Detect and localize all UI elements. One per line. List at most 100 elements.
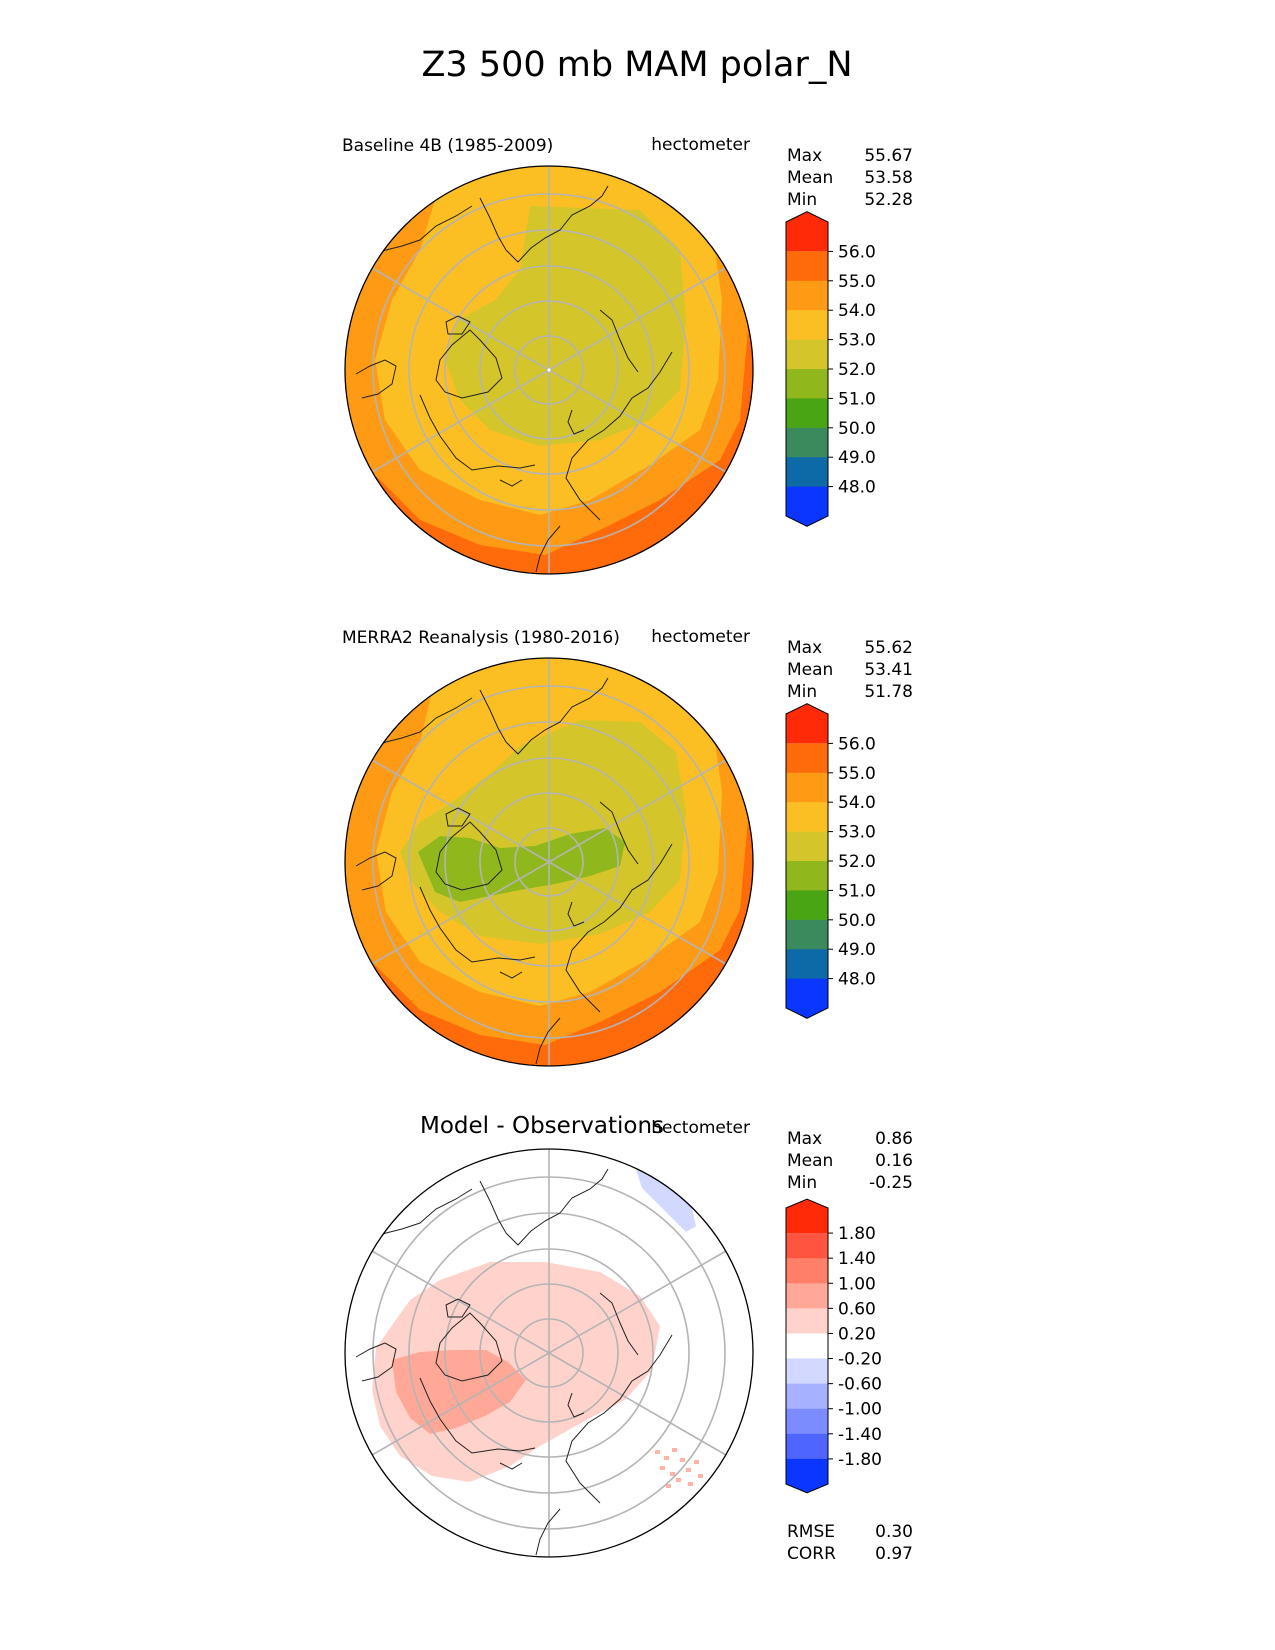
colorbar-tick-label: 54.0: [838, 301, 876, 321]
colorbar-swatch: [786, 486, 828, 527]
colorbar-tick-label: -1.80: [838, 1450, 882, 1470]
colorbar-tick-label: 51.0: [838, 389, 876, 409]
colorbar: 1.80 1.40 1.00 0.60 0.20 -0.20 -0.60 -1.00 -1.40…: [785, 1198, 882, 1494]
map-boundary: [344, 657, 754, 1067]
colorbar-tick-label: 49.0: [838, 448, 876, 468]
colorbar-swatch: [786, 772, 828, 803]
colorbar-swatch: [786, 310, 828, 341]
colorbar-tick-label: 0.60: [838, 1299, 876, 1319]
colorbar-tick-label: 48.0: [838, 478, 876, 498]
north-pole-marker: [547, 368, 551, 372]
graticule: [371, 166, 727, 574]
field-positive-speckle: [655, 1448, 703, 1488]
colorbar-tick-label: 53.0: [838, 823, 876, 843]
colorbar-outline: [785, 703, 829, 1019]
stats-block: Max 0.86 Mean 0.16 Min -0.25: [787, 1129, 913, 1193]
panel-baseline: Baseline 4B (1985-2009) hectometer: [342, 135, 913, 575]
panel-units: hectometer: [651, 627, 750, 647]
colorbar-swatch: [786, 457, 828, 488]
stat-label-min: Min: [787, 190, 817, 210]
colorbar-swatch: [786, 890, 828, 921]
colorbar-swatch: [786, 280, 828, 311]
colorbar-tick-label: -1.00: [838, 1400, 882, 1420]
colorbar-tick-label: 50.0: [838, 419, 876, 439]
colorbar-swatch: [786, 369, 828, 399]
panel-merra2: MERRA2 Reanalysis (1980-2016) hectometer: [342, 627, 913, 1067]
metric-label-corr: CORR: [787, 1544, 836, 1564]
colorbar-swatch: [786, 949, 828, 980]
colorbar-tick-label: -0.60: [838, 1375, 882, 1395]
colorbar-tick-label: -0.20: [838, 1350, 882, 1370]
colorbar-tick-label: 49.0: [838, 940, 876, 960]
stat-label-min: Min: [787, 1173, 817, 1193]
stat-label-min: Min: [787, 682, 817, 702]
colorbar-tick-label: 56.0: [838, 734, 876, 754]
metric-value-corr: 0.97: [875, 1544, 913, 1564]
map-boundary: [344, 1148, 754, 1558]
stat-label-max: Max: [787, 638, 822, 658]
colorbar-tick-label: 51.0: [838, 881, 876, 901]
colorbar-swatch: [786, 1283, 828, 1309]
colorbar-tick-label: 52.0: [838, 852, 876, 872]
colorbar-outline: [785, 211, 829, 527]
stat-value-mean: 53.41: [864, 660, 913, 680]
stat-value-max: 55.67: [864, 146, 913, 166]
colorbar-swatch: [786, 1358, 828, 1385]
panel-title: MERRA2 Reanalysis (1980-2016): [342, 628, 620, 648]
field-core: [445, 206, 686, 446]
colorbar-swatch: [786, 1258, 828, 1284]
stat-value-mean: 0.16: [875, 1151, 913, 1171]
colorbar-swatch: [786, 339, 828, 370]
colorbar-swatch: [786, 1458, 828, 1493]
colorbar-swatch: [786, 1199, 828, 1234]
colorbar-swatch: [786, 1233, 828, 1259]
colorbar-tick-label: 56.0: [838, 242, 876, 262]
panel-title: Model - Observations: [420, 1113, 664, 1139]
colorbar-swatch: [786, 978, 828, 1019]
stats-block: Max 55.67 Mean 53.58 Min 52.28: [787, 146, 913, 210]
colorbar-swatch: [786, 1433, 828, 1460]
stat-value-max: 0.86: [875, 1129, 913, 1149]
colorbar-swatch: [786, 251, 828, 282]
stat-value-mean: 53.58: [864, 168, 913, 188]
stat-value-min: -0.25: [869, 1173, 913, 1193]
coastlines: [355, 677, 673, 1065]
colorbar-swatch: [786, 919, 828, 950]
colorbar: 56.0 55.0 54.0 53.0 52.0 51.0 50.0 49.0 48.0: [785, 703, 876, 1019]
colorbar-swatch: [786, 802, 828, 833]
colorbar-tick-label: 54.0: [838, 793, 876, 813]
colorbar-tick-label: 52.0: [838, 360, 876, 380]
colorbar-swatch: [786, 1383, 828, 1410]
figure-title: Z3 500 mb MAM polar_N: [421, 45, 852, 85]
colorbar-swatch: [786, 743, 828, 774]
stat-label-max: Max: [787, 146, 822, 166]
colorbar-swatch: [786, 1408, 828, 1435]
colorbar-tick-label: 50.0: [838, 911, 876, 931]
graticule: [371, 1149, 727, 1557]
colorbar-outline: [785, 1198, 829, 1494]
colorbar: 56.0 55.0 54.0 53.0 52.0 51.0 50.0 49.0 48.0: [785, 211, 876, 527]
coastlines: [355, 1168, 673, 1556]
graticule: [371, 658, 727, 1066]
colorbar-tick-label: 55.0: [838, 764, 876, 784]
colorbar-tick-label: 53.0: [838, 331, 876, 351]
stat-value-min: 52.28: [864, 190, 913, 210]
colorbar-swatch: [786, 703, 828, 744]
field-negative-light: [636, 1170, 696, 1232]
panel-difference: Model - Observations hectometer: [344, 1113, 913, 1564]
panel-units: hectometer: [651, 135, 750, 155]
metric-label-rmse: RMSE: [787, 1522, 835, 1542]
stat-label-mean: Mean: [787, 168, 833, 188]
colorbar-tick-label: 0.20: [838, 1324, 876, 1344]
stat-label-mean: Mean: [787, 660, 833, 680]
panel-title: Baseline 4B (1985-2009): [342, 136, 553, 156]
stat-label-mean: Mean: [787, 1151, 833, 1171]
metric-value-rmse: 0.30: [875, 1522, 913, 1542]
colorbar-tick-label: 1.00: [838, 1274, 876, 1294]
colorbar-swatch: [786, 427, 828, 458]
panel-units: hectometer: [651, 1118, 750, 1138]
colorbar-tick-label: 48.0: [838, 970, 876, 990]
colorbar-swatch: [786, 211, 828, 252]
colorbar-tick-label: 1.80: [838, 1224, 876, 1244]
